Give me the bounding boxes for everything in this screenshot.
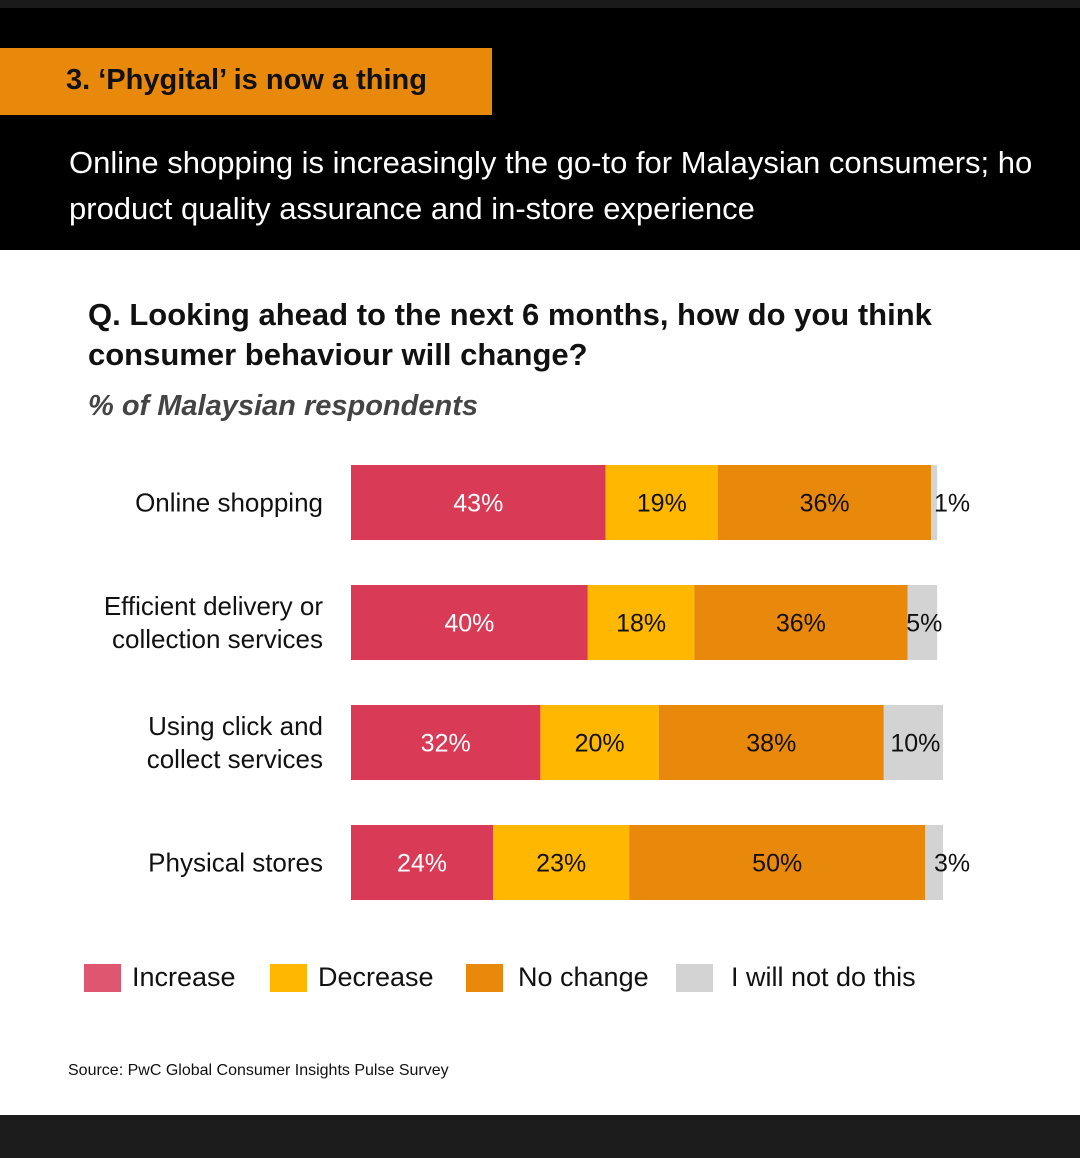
data-label-no-change: 36% [800,490,850,518]
data-label-increase: 40% [444,610,494,638]
chart-unit-label: % of Malaysian respondents [88,390,478,422]
category-label: Physical stores [148,848,323,878]
bar-segment-decrease [493,825,630,900]
bar-segment-no-change [658,705,884,780]
section-tag-label: 3. ‘Phygital’ is now a thing [66,64,427,96]
bar-segment-no-change [694,585,908,660]
subtitle-line-1: Online shopping is increasingly the go-t… [69,145,1033,180]
bottom-frame-bar [0,1115,1080,1158]
legend-swatch-decrease [270,964,307,992]
data-label-will-not: 10% [890,730,940,758]
section-tag: 3. ‘Phygital’ is now a thing [0,48,492,115]
category-label: Efficient delivery or collection services [104,591,324,654]
bar-segment-no-change [629,825,926,900]
bar-segment-decrease [540,705,659,780]
category-label: Online shopping [135,488,323,518]
slide-subtitle: Online shopping is increasingly the go-t… [69,140,1080,232]
bar-segment-will-not [907,585,938,660]
data-label-no-change: 50% [752,850,802,878]
bar-segment-will-not [931,465,938,540]
data-label-no-change: 38% [746,730,796,758]
data-label-decrease: 19% [637,490,687,518]
legend-swatch-will-not [676,964,713,992]
bar-segment-decrease [605,465,719,540]
bar-segment-increase [351,705,541,780]
bar-segment-decrease [587,585,695,660]
chart-title: Q. Looking ahead to the next 6 months, h… [88,297,932,372]
bar-segment-increase [351,465,606,540]
source-note: Source: PwC Global Consumer Insights Pul… [68,1062,449,1079]
subtitle-line-2: product quality assurance and in-store e… [69,191,755,226]
bar-segment-will-not [883,705,943,780]
bar-segment-increase [351,825,494,900]
data-label-no-change: 36% [776,610,826,638]
header-banner: 3. ‘Phygital’ is now a thing Online shop… [0,8,1080,250]
legend-label-will-not: I will not do this [731,962,916,992]
data-label-increase: 24% [397,850,447,878]
bar-segment-will-not [925,825,943,900]
data-label-decrease: 23% [536,850,586,878]
data-label-will-not: 5% [906,610,942,638]
bar-segment-no-change [718,465,932,540]
chart-panel [0,250,1080,1115]
top-frame-bar [0,0,1080,8]
legend-label-decrease: Decrease [318,962,434,992]
data-label-decrease: 18% [616,610,666,638]
data-label-decrease: 20% [575,730,625,758]
category-label: Using click and collect services [147,711,323,774]
legend-swatch-increase [84,964,121,992]
data-label-will-not: 1% [934,490,970,518]
bar-segment-increase [351,585,588,660]
data-label-increase: 32% [421,730,471,758]
legend-swatch-no-change [466,964,503,992]
data-label-increase: 43% [453,490,503,518]
legend-label-increase: Increase [132,962,236,992]
legend-label-no-change: No change [518,962,649,992]
data-label-will-not: 3% [934,850,970,878]
